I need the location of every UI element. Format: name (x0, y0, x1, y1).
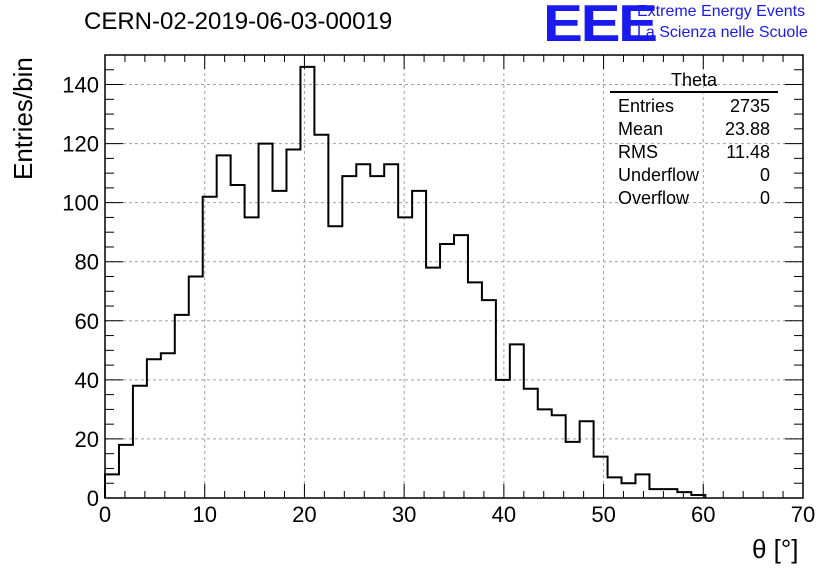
logo-subtitle-1: Extreme Energy Events (637, 3, 806, 20)
x-tick-label: 60 (691, 502, 715, 527)
stats-label: Mean (618, 119, 664, 139)
stats-row-underflow: Underflow 0 (610, 164, 778, 187)
y-tick-label: 120 (62, 132, 99, 157)
stats-label: Entries (618, 96, 675, 116)
x-tick-label: 40 (492, 502, 516, 527)
y-tick-label: 80 (75, 250, 99, 275)
stats-label: Underflow (618, 165, 700, 185)
histogram-series (104, 65, 707, 498)
x-axis-label: θ [°] (752, 534, 799, 564)
y-tick-label: 0 (87, 486, 99, 511)
stats-box: Theta Entries 2735 Mean 23.88 RMS 11.48 … (610, 70, 778, 210)
x-tick-label: 0 (99, 502, 111, 527)
stats-value: 0 (759, 165, 770, 185)
stats-row-entries: Entries 2735 (610, 95, 778, 118)
chart-title: CERN-02-2019-06-03-00019 (84, 8, 393, 35)
y-tick-label: 20 (75, 427, 99, 452)
x-tick-label: 70 (791, 502, 815, 527)
y-tick-label: 60 (75, 309, 99, 334)
stats-title: Theta (610, 70, 778, 93)
y-tick-label: 40 (75, 368, 99, 393)
stats-row-mean: Mean 23.88 (610, 118, 778, 141)
logo-subtitle-2: La Scienza nelle Scuole (637, 24, 808, 41)
stats-label: Overflow (618, 188, 690, 208)
stats-row-overflow: Overflow 0 (610, 187, 778, 210)
y-tick-label: 140 (62, 73, 99, 98)
stats-row-rms: RMS 11.48 (610, 141, 778, 164)
eee-logo: EEE (543, 0, 658, 53)
stats-value: 2735 (729, 96, 770, 116)
x-tick-label: 50 (591, 502, 615, 527)
x-tick-label: 30 (392, 502, 416, 527)
y-tick-label: 100 (62, 191, 99, 216)
x-tick-label: 20 (292, 502, 316, 527)
stats-value: 11.48 (726, 142, 770, 162)
stats-label: RMS (618, 142, 658, 162)
stats-value: 0 (759, 188, 770, 208)
x-tick-label: 10 (192, 502, 216, 527)
stats-value: 23.88 (724, 119, 770, 139)
y-axis-label: Entries/bin (8, 57, 38, 180)
